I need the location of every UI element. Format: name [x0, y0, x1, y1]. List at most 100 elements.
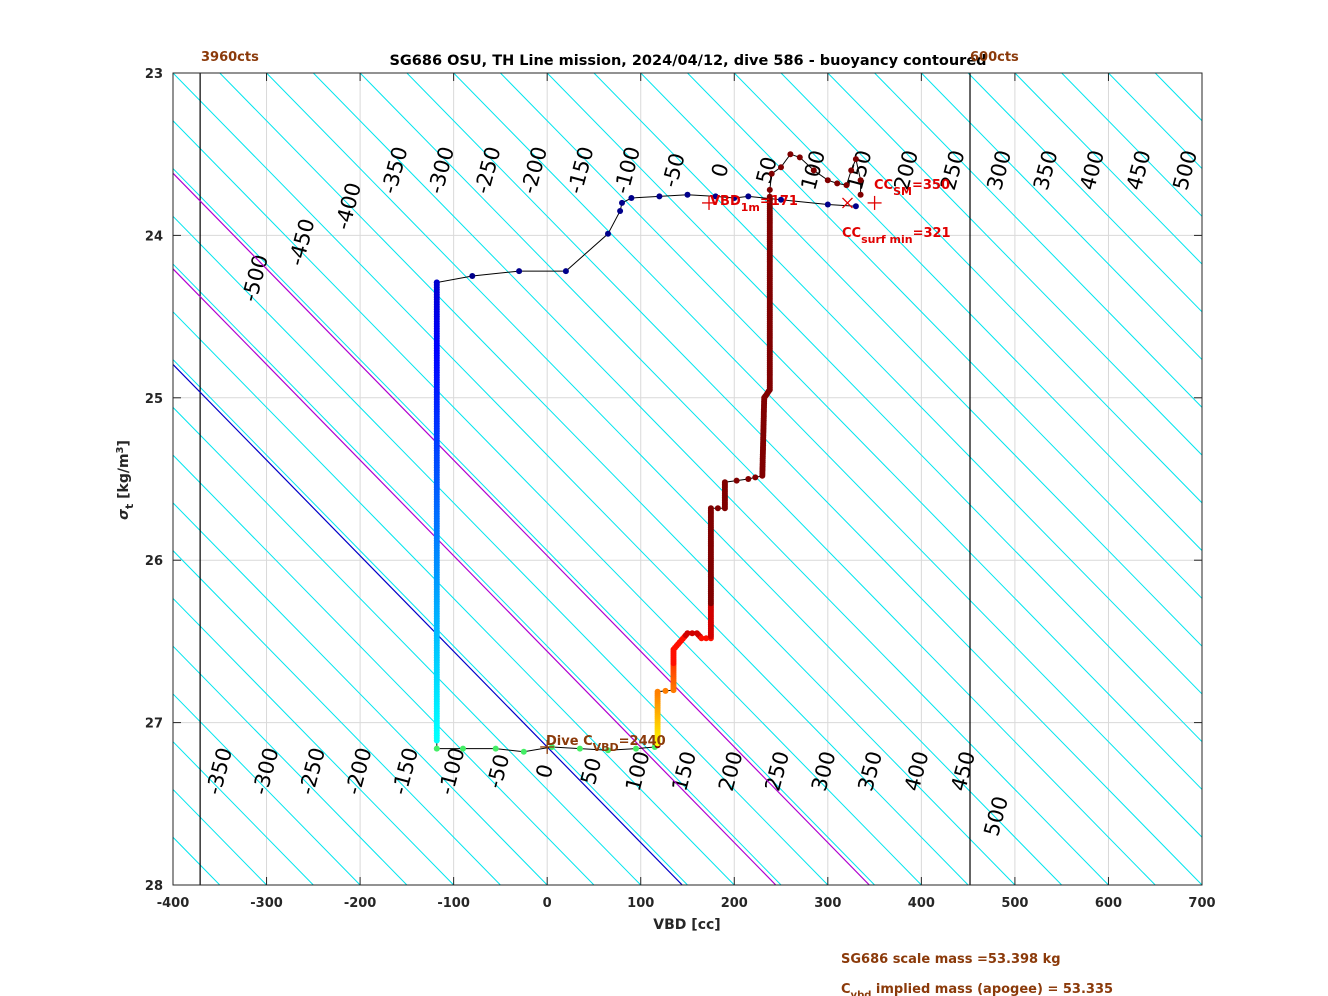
track-point — [492, 745, 499, 752]
track-point — [787, 151, 794, 158]
x-tick-label: -400 — [157, 896, 190, 911]
track-point — [469, 273, 476, 279]
implied-mass-text: Cvbd implied mass (apogee) = 53.335 — [841, 982, 1113, 996]
y-tick-label: 25 — [145, 392, 163, 407]
contour-line — [173, 693, 361, 885]
contour-label-top: 500 — [1168, 148, 1202, 193]
vbd-1m-label-value: =171 — [760, 194, 798, 209]
chart-title: SG686 OSU, TH Line mission, 2024/04/12, … — [389, 53, 986, 69]
contour-line — [780, 73, 1202, 504]
contour-line — [1249, 73, 1328, 885]
plot-frame — [172, 72, 1203, 886]
x-tick-label: -200 — [344, 896, 377, 911]
c-vbd-label-value: =2440 — [619, 734, 666, 749]
contour-label-bottom: -350 — [201, 745, 237, 797]
y-tick-label: 28 — [145, 879, 163, 894]
track-point — [703, 635, 710, 642]
contour-line — [173, 645, 408, 885]
x-tick-label: 0 — [543, 896, 552, 911]
x-tick-label: 300 — [814, 896, 841, 911]
contour-line — [173, 120, 922, 885]
track-point — [656, 193, 663, 200]
contour-line — [173, 836, 221, 885]
svg-text:CCsurf min=321: CCsurf min=321 — [842, 226, 951, 246]
svg-text:Dive CVBD=2440: Dive CVBD=2440 — [546, 734, 666, 754]
track-point — [662, 687, 669, 694]
contour-labels: -500-450-400-350 -300 -250 -200 -150 -100 -50 0… — [201, 144, 1202, 839]
vbd-1m-label-main: VBD — [710, 194, 741, 209]
contour-label-bottom: -50 — [482, 752, 514, 791]
contour-label-bottom: 150 — [667, 749, 701, 794]
y-tick-label: 24 — [145, 229, 163, 244]
track-point — [714, 505, 721, 512]
x-tick-label: 700 — [1188, 896, 1215, 911]
contour-label-top: -250 — [470, 144, 506, 196]
track-point — [752, 474, 759, 481]
y-axis-label: σt [kg/m3] — [115, 440, 136, 520]
reference-lines — [173, 172, 870, 885]
cc-surf-min-marker-b — [842, 197, 853, 209]
contour-label-top: -100 — [609, 144, 645, 196]
x-tick-label: 600 — [1095, 896, 1122, 911]
track-point — [768, 170, 775, 177]
track-point — [852, 156, 859, 163]
contour-label-bottom: 300 — [807, 749, 841, 794]
contour-label-bottom: 0 — [531, 762, 558, 781]
track-point — [745, 193, 752, 200]
track-point — [712, 193, 719, 200]
cc-sm-annotation: CCSM=350 — [874, 178, 950, 198]
contour-line — [1296, 73, 1328, 885]
contour-line — [1108, 73, 1202, 170]
contour-line — [687, 73, 1202, 600]
contour-line — [593, 73, 1202, 695]
contour-line — [921, 73, 1202, 361]
vbd-limit-lines — [199, 73, 971, 885]
track-point — [576, 745, 583, 752]
contour-line — [173, 597, 454, 885]
contour-line — [173, 740, 314, 885]
contour-line — [173, 358, 688, 885]
vbd-1m-annotation: VBD1m=171 — [710, 194, 798, 214]
contour-label-top: 450 — [1122, 148, 1156, 193]
x-tick-label: 200 — [721, 896, 748, 911]
contour-label-top: -350 — [377, 144, 413, 196]
contour-line — [733, 73, 1202, 552]
contour-line — [266, 73, 1063, 885]
track-point — [562, 268, 569, 275]
contour-label-bottom: 400 — [900, 749, 934, 794]
contour-label-bottom: 250 — [760, 749, 794, 794]
track-point — [605, 747, 611, 754]
track-point — [721, 479, 728, 486]
contour-label-bottom: -100 — [434, 745, 470, 797]
contour-line — [219, 73, 1016, 885]
contour-line — [827, 73, 1202, 456]
axis-ticks: -400 -300 -200 -100 0 100 200 300 400 500 600 70023… — [145, 67, 1216, 911]
contour-label-bottom: -150 — [387, 745, 423, 797]
track-point — [796, 154, 803, 161]
contour-line — [1201, 73, 1202, 74]
contour-line — [874, 73, 1202, 409]
contour-label-top: -450 — [284, 216, 320, 268]
cc-surf-min-label-value: =321 — [913, 226, 951, 241]
x-tick-label: 100 — [627, 896, 654, 911]
track-point — [824, 177, 831, 184]
track-point — [707, 505, 714, 512]
contour-line — [173, 263, 782, 885]
x-tick-label: 400 — [908, 896, 935, 911]
contour-label-bottom: 500 — [979, 794, 1013, 839]
scale-mass-text: SG686 scale mass =53.398 kg — [841, 952, 1061, 967]
contour-line — [453, 73, 1202, 838]
c-vbd-label-sub: VBD — [593, 741, 619, 754]
track-point — [516, 268, 523, 275]
contour-label-bottom: 50 — [576, 755, 606, 787]
markers — [540, 195, 882, 754]
contour-label-top: -50 — [658, 151, 690, 190]
contour-line — [173, 215, 829, 885]
track-point — [731, 195, 738, 201]
x-tick-label: 500 — [1001, 896, 1028, 911]
contour-label-bottom: -300 — [248, 745, 284, 797]
contour-line — [640, 73, 1202, 647]
c-vbd-annotation: Dive CVBD=2440 — [546, 734, 666, 754]
track-point — [824, 201, 831, 208]
track-point — [766, 186, 773, 193]
